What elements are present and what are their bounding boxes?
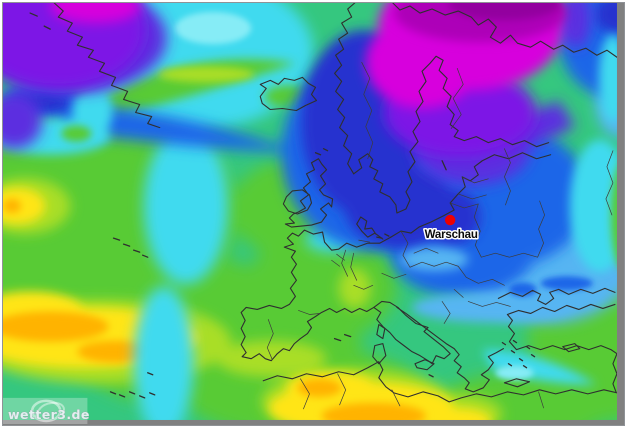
coast-arctic [392,3,618,58]
region-magenta-deep [448,3,561,21]
coast-denmark [356,216,384,240]
watermark-swirl-icon [30,399,62,423]
watermark: wetter3.de [3,397,90,424]
warschau-label: Warschau [425,229,478,241]
europe-weather-map: wetter3.de Warschau [3,3,624,425]
coast-baltic-south [390,152,552,238]
watermark-box [3,397,88,424]
region-green-yellow-streak [157,66,255,83]
coast-balkans-greece [396,306,504,393]
coast-norway [334,3,356,175]
coast-italy [373,300,451,365]
coast-cyprus [562,343,581,353]
right-edge-strip [616,3,624,425]
warschau-marker: Warschau [423,214,480,243]
coast-turkey-levant [506,313,618,393]
watermark-swirl-arc-icon [35,401,65,417]
coast-sweden-finland [353,55,550,214]
coast-greenland [53,3,161,129]
region-cyan-light [174,12,534,380]
coast-blacksea-north [497,287,616,305]
coastlines [29,3,618,403]
country-borders [266,61,614,410]
small-islands [29,12,536,399]
coast-german-dutch [321,231,392,251]
coast-sardinia [372,343,387,365]
warschau-marker-dot [444,214,456,226]
coast-sicily [414,359,435,371]
watermark-text: wetter3.de [8,407,90,422]
coast-iceland [259,76,318,112]
coast-britain [284,158,334,228]
bottom-edge-strip [3,419,624,425]
coast-france-iberia [240,229,375,362]
coast-blacksea-south [506,303,616,316]
region-cyan-over [3,34,624,385]
coast-crete [503,378,531,388]
coast-ireland [282,189,313,215]
coast-corsica [376,323,386,340]
coast-north-africa [262,361,618,403]
region-blue-spots [508,276,593,297]
